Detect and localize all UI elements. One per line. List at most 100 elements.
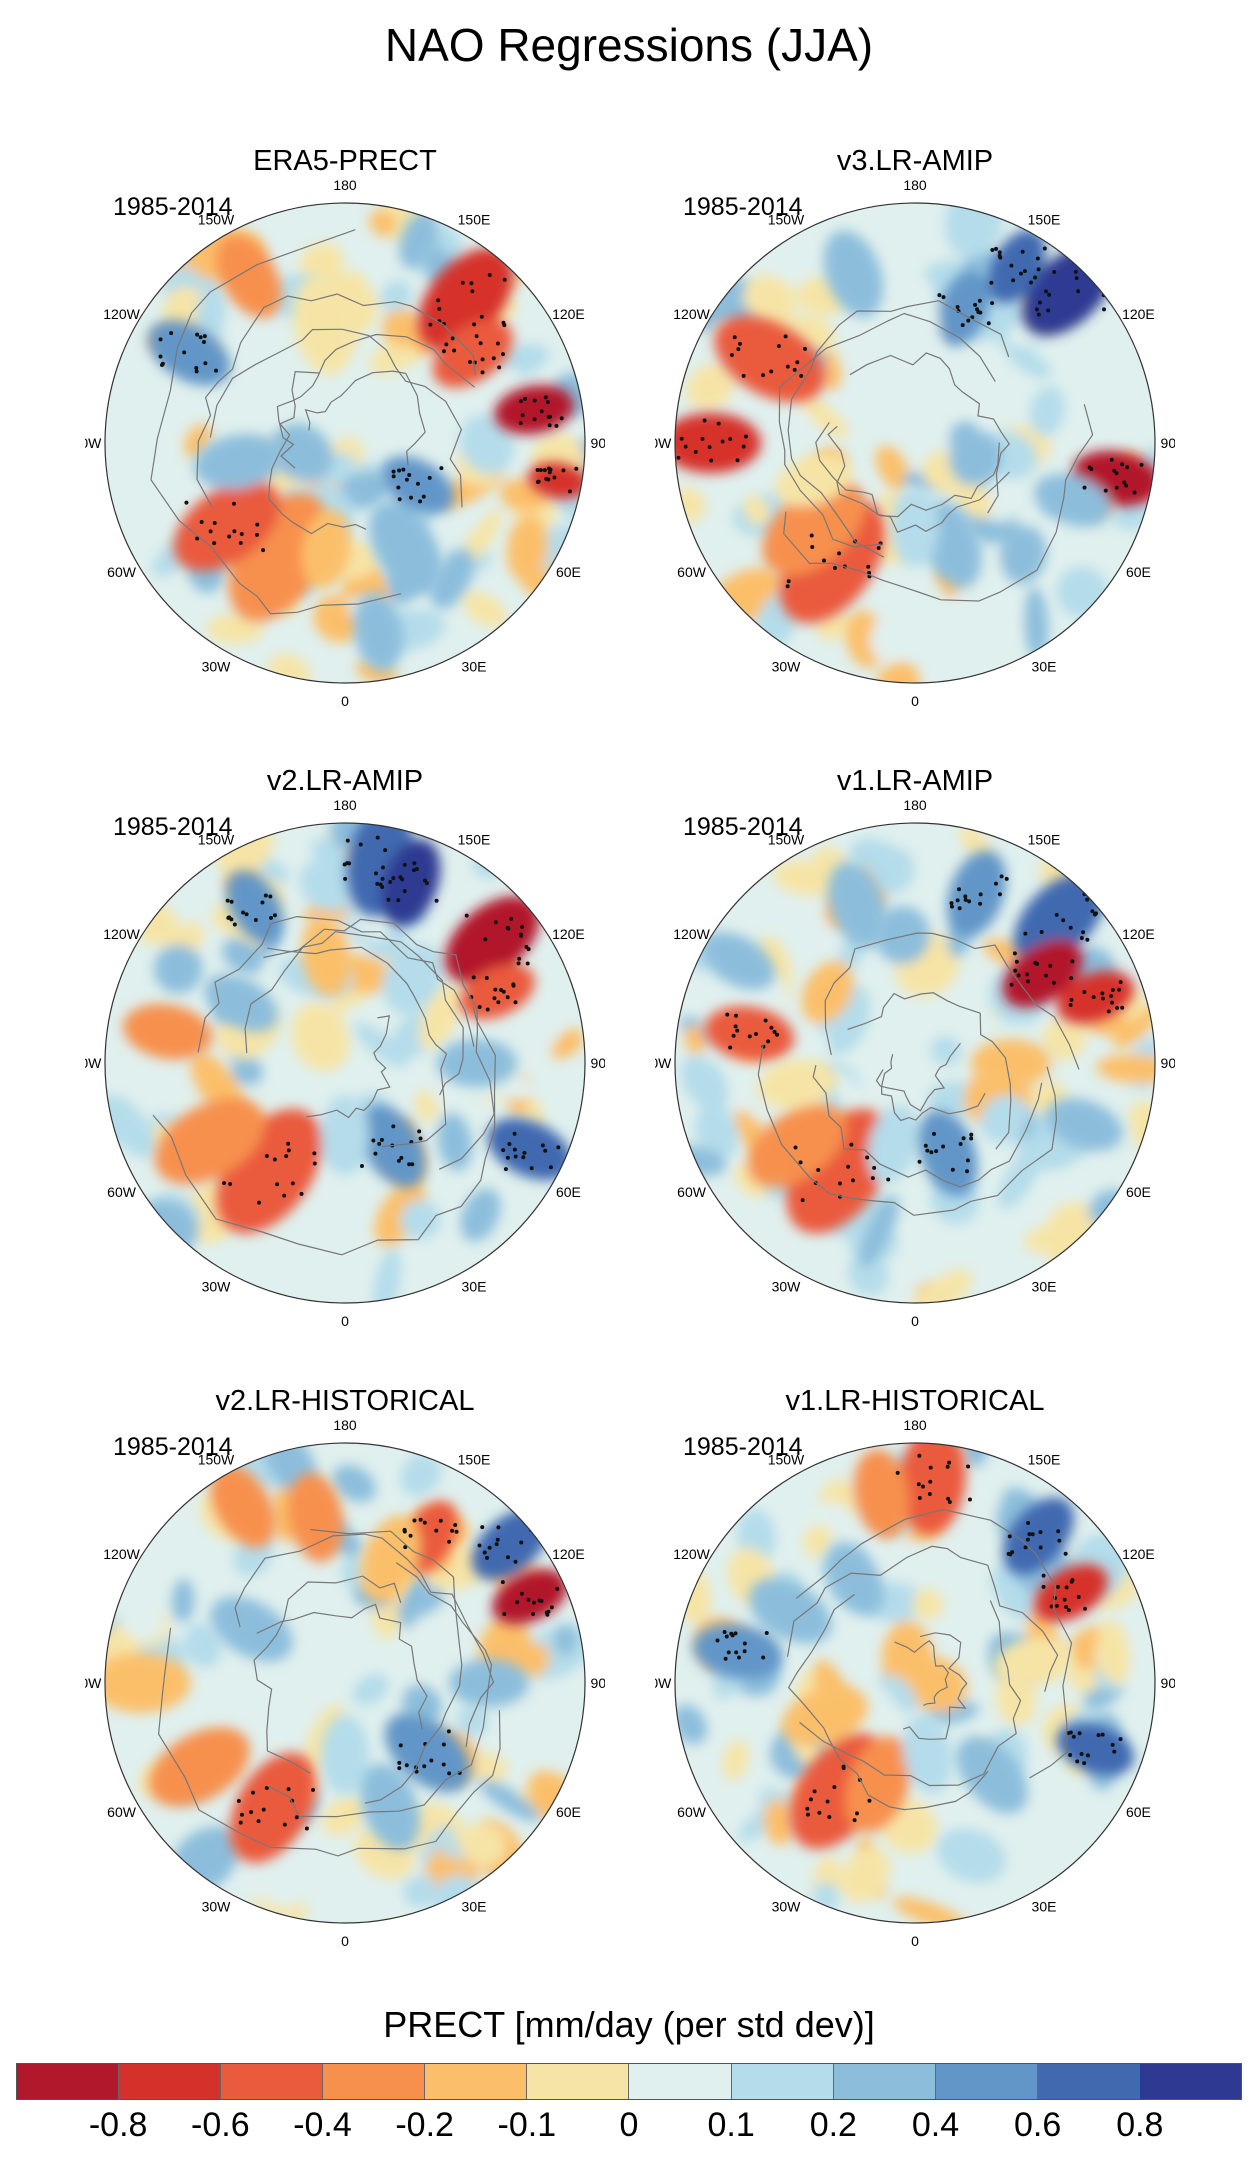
stipple-dot	[422, 1520, 427, 1525]
anomaly-blob	[353, 592, 403, 672]
anomaly-patch	[875, 906, 931, 965]
stipple-dot	[505, 1155, 510, 1160]
stipple-dot	[1057, 1538, 1062, 1543]
stipple-dot	[238, 540, 243, 545]
stipple-dot	[500, 1580, 505, 1585]
stipple-dot	[1061, 918, 1066, 923]
stipple-dot	[866, 564, 871, 569]
stipple-dot	[1091, 995, 1096, 1000]
anomaly-patch	[803, 1524, 833, 1558]
stipple-dot	[1054, 1603, 1059, 1608]
colorbar-box	[731, 2064, 834, 2099]
stipple-dot	[693, 449, 698, 454]
stipple-dot	[437, 306, 442, 311]
stipple-dot	[549, 1605, 554, 1610]
stipple-dot	[251, 1790, 256, 1795]
stipple-dot	[934, 1149, 939, 1154]
longitude-label: 90E	[591, 1055, 605, 1071]
stipple-dot	[825, 1799, 830, 1804]
longitude-label: 60W	[677, 1804, 707, 1820]
coastline	[152, 1006, 496, 1256]
stipple-dot	[1039, 930, 1044, 935]
stipple-dot	[960, 323, 965, 328]
coastline	[244, 931, 464, 1096]
stipple-dot	[723, 1656, 728, 1661]
stipple-dot	[1085, 1753, 1090, 1758]
longitude-label: 150E	[458, 1452, 491, 1468]
stipple-dot	[1043, 289, 1048, 294]
stipple-dot	[478, 341, 483, 346]
anomaly-patch	[869, 611, 916, 661]
stipple-dot	[253, 917, 258, 922]
stipple-dot	[391, 474, 396, 479]
stipple-dot	[195, 332, 200, 337]
stipple-dot	[539, 409, 544, 414]
stipple-dot	[827, 1815, 832, 1820]
longitude-label: 90W	[655, 1675, 672, 1691]
stipple-dot	[401, 467, 406, 472]
coastline	[787, 1593, 989, 1811]
stipple-dot	[795, 360, 800, 365]
longitude-label: 60E	[1126, 564, 1151, 580]
anomaly-blob	[748, 1104, 846, 1188]
longitude-label: 120W	[673, 306, 710, 322]
stipple-dot	[947, 1460, 952, 1465]
anomaly-blob	[749, 1578, 832, 1644]
colorbar-box	[17, 2064, 120, 2099]
stipple-dot	[1074, 276, 1079, 281]
stipple-dot	[422, 878, 427, 883]
anomaly-blob	[368, 501, 442, 593]
polar-map: 180 150E 120E 90E 60E 30E 0 30W 60W 90W 120W 150W	[85, 177, 605, 709]
stipple-dot	[520, 413, 525, 418]
anomaly-patch	[743, 275, 797, 325]
anomaly-patch	[912, 1589, 944, 1620]
stipple-dot	[1079, 936, 1084, 941]
stipple-dot	[492, 996, 497, 1001]
coastline	[304, 370, 426, 466]
stipple-dot	[495, 1537, 500, 1542]
stipple-dot	[1125, 465, 1130, 470]
stipple-dot	[272, 913, 277, 918]
anomaly-patch	[1005, 345, 1052, 379]
stipple-dot	[513, 1000, 518, 1005]
coastline	[903, 1632, 968, 1740]
stipple-dot	[1106, 1009, 1111, 1014]
longitude-label: 90W	[85, 1675, 102, 1691]
stipple-dot	[841, 1766, 846, 1771]
stipple-dot	[505, 1555, 510, 1560]
stipple-dot	[532, 417, 537, 422]
anomaly-blob	[867, 1105, 919, 1184]
stipple-dot	[1044, 973, 1049, 978]
stipple-dot	[574, 466, 579, 471]
stipple-dot	[421, 494, 426, 499]
period-label: 1985-2014	[113, 1433, 233, 1461]
stipple-dot	[1118, 1737, 1123, 1742]
stipple-dot	[1117, 987, 1122, 992]
coastline	[267, 1562, 493, 1818]
stipple-dot	[1048, 963, 1053, 968]
stipple-dot	[359, 1164, 364, 1169]
longitude-label: 30E	[1032, 658, 1057, 674]
stipple-dot	[396, 898, 401, 903]
stipple-dot	[546, 466, 551, 471]
stipple-dot	[1004, 876, 1009, 881]
stipple-dot	[967, 899, 972, 904]
longitude-label: 60W	[107, 564, 137, 580]
stipple-dot	[402, 1527, 407, 1532]
anomaly-patch	[332, 1464, 376, 1503]
stipple-dot	[519, 1540, 524, 1545]
polar-map: 180 150E 120E 90E 60E 30E 0 30W 60W 90W 120W 150W	[655, 797, 1175, 1329]
stipple-dot	[480, 1525, 485, 1530]
stipple-dot	[511, 982, 516, 987]
stipple-dot	[1014, 959, 1019, 964]
stipple-dot	[733, 1013, 738, 1018]
stipple-dot	[1013, 968, 1018, 973]
stipple-dot	[548, 414, 553, 419]
anomaly-patch	[680, 1055, 730, 1111]
colorbar-tick-label: -0.4	[293, 2106, 352, 2144]
stipple-dot	[227, 534, 232, 539]
map-border	[104, 202, 586, 684]
anomaly-patch	[1024, 1222, 1086, 1253]
